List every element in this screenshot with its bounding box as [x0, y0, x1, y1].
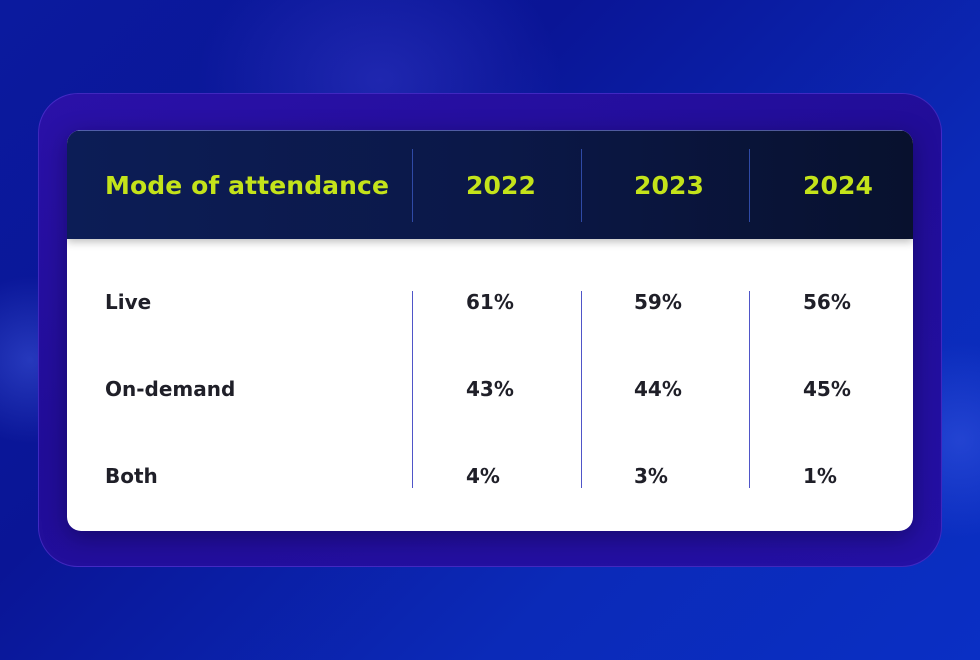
cell-both-2024: 1%: [803, 464, 837, 488]
cell-live-2024: 56%: [803, 290, 851, 314]
header-year-2023: 2023: [634, 171, 704, 200]
cell-on-demand-2023: 44%: [634, 377, 682, 401]
attendance-table: Mode of attendance 2022 2023 2024 Live 6…: [67, 130, 913, 531]
cell-live-2023: 59%: [634, 290, 682, 314]
column-divider: [581, 291, 582, 488]
cell-live-2022: 61%: [466, 290, 514, 314]
row-label-on-demand: On-demand: [105, 377, 236, 401]
header-mode-of-attendance: Mode of attendance: [105, 171, 390, 200]
table-header: Mode of attendance 2022 2023 2024: [67, 130, 913, 239]
column-divider: [749, 291, 750, 488]
cell-on-demand-2024: 45%: [803, 377, 851, 401]
cell-on-demand-2022: 43%: [466, 377, 514, 401]
header-year-2022: 2022: [466, 171, 536, 200]
row-label-live: Live: [105, 290, 152, 314]
cell-both-2023: 3%: [634, 464, 668, 488]
header-divider: [749, 149, 750, 222]
column-divider: [412, 291, 413, 488]
header-divider: [581, 149, 582, 222]
row-label-both: Both: [105, 464, 158, 488]
header-divider: [412, 149, 413, 222]
header-year-2024: 2024: [803, 171, 873, 200]
cell-both-2022: 4%: [466, 464, 500, 488]
